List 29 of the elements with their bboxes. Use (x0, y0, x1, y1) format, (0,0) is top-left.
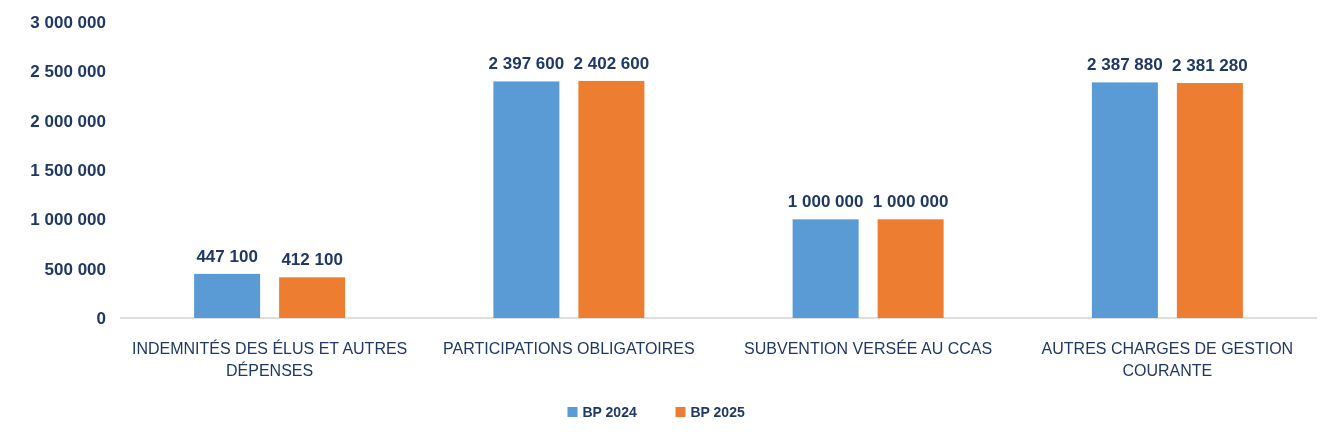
data-label: 2 402 600 (573, 53, 650, 73)
y-tick-label: 2 000 000 (30, 111, 106, 131)
bar (877, 219, 944, 318)
data-label: 1 000 000 (787, 192, 864, 212)
data-label: 2 381 280 (1172, 56, 1248, 76)
bar (493, 81, 560, 318)
x-tick-label: SUBVENTION VERSÉE AU CCAS (744, 339, 993, 357)
bar (1176, 83, 1243, 318)
legend-label: BP 2024 (582, 404, 637, 420)
data-label: 412 100 (281, 250, 343, 270)
data-label: 1 000 000 (872, 192, 949, 212)
bar (194, 273, 261, 318)
bar (1091, 82, 1158, 318)
bar (792, 219, 859, 318)
y-tick-label: 2 500 000 (30, 62, 106, 82)
y-tick-label: 1 500 000 (30, 160, 106, 180)
legend-label: BP 2025 (690, 404, 745, 420)
bar (279, 277, 346, 318)
data-label: 2 397 600 (488, 54, 565, 74)
data-label: 447 100 (196, 246, 258, 266)
x-tick-label: INDEMNITÉS DES ÉLUS ET AUTRES DÉPENSES (131, 339, 408, 379)
y-tick-label: 3 000 000 (30, 12, 106, 32)
y-tick-label: 1 000 000 (30, 210, 106, 230)
y-tick-label: 0 (96, 308, 106, 328)
data-label: 2 387 880 (1087, 55, 1163, 75)
x-tick-label: AUTRES CHARGES DE GESTION COURANTE (1041, 340, 1294, 379)
y-tick-label: 500 000 (44, 259, 106, 279)
bar (578, 80, 645, 318)
x-tick-label: PARTICIPATIONS OBLIGATOIRES (443, 340, 695, 357)
